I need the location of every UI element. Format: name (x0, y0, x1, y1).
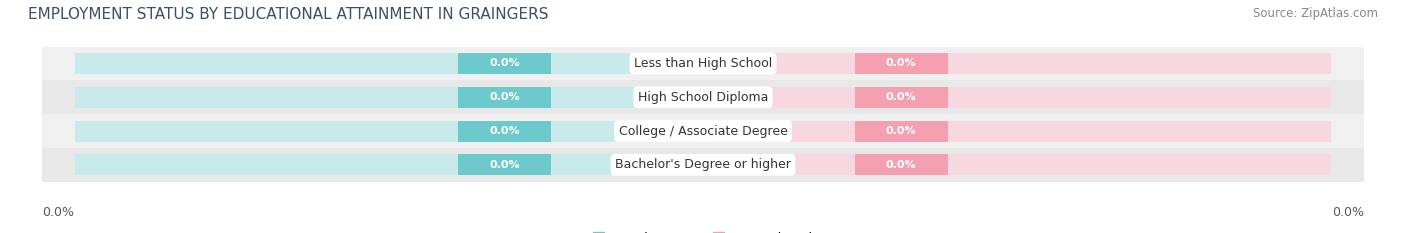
Bar (76, 121, 690, 141)
Bar (855, 53, 948, 74)
Text: Source: ZipAtlas.com: Source: ZipAtlas.com (1253, 7, 1378, 20)
Legend: In Labor Force, Unemployed: In Labor Force, Unemployed (588, 227, 818, 233)
Text: 0.0%: 0.0% (489, 58, 520, 69)
Bar (458, 87, 551, 108)
Bar (42, 80, 1364, 114)
Bar (76, 53, 690, 74)
Bar (855, 121, 948, 141)
Bar (76, 154, 690, 175)
Bar (458, 154, 551, 175)
Bar (42, 148, 1364, 182)
Text: 0.0%: 0.0% (489, 126, 520, 136)
Text: 0.0%: 0.0% (489, 160, 520, 170)
Bar (716, 121, 1330, 141)
Text: High School Diploma: High School Diploma (638, 91, 768, 104)
Text: 0.0%: 0.0% (886, 160, 917, 170)
Text: Less than High School: Less than High School (634, 57, 772, 70)
Text: 0.0%: 0.0% (42, 206, 75, 219)
Bar (855, 87, 948, 108)
Bar (458, 121, 551, 141)
Text: 0.0%: 0.0% (1331, 206, 1364, 219)
Bar (716, 87, 1330, 108)
Text: 0.0%: 0.0% (886, 58, 917, 69)
Bar (716, 53, 1330, 74)
Text: Bachelor's Degree or higher: Bachelor's Degree or higher (614, 158, 792, 171)
Bar (716, 154, 1330, 175)
Text: College / Associate Degree: College / Associate Degree (619, 125, 787, 137)
Bar (855, 154, 948, 175)
Text: EMPLOYMENT STATUS BY EDUCATIONAL ATTAINMENT IN GRAINGERS: EMPLOYMENT STATUS BY EDUCATIONAL ATTAINM… (28, 7, 548, 22)
Bar (76, 87, 690, 108)
Text: 0.0%: 0.0% (886, 126, 917, 136)
Bar (42, 114, 1364, 148)
Text: 0.0%: 0.0% (489, 92, 520, 102)
Text: 0.0%: 0.0% (886, 92, 917, 102)
Bar (458, 53, 551, 74)
Bar (42, 47, 1364, 80)
